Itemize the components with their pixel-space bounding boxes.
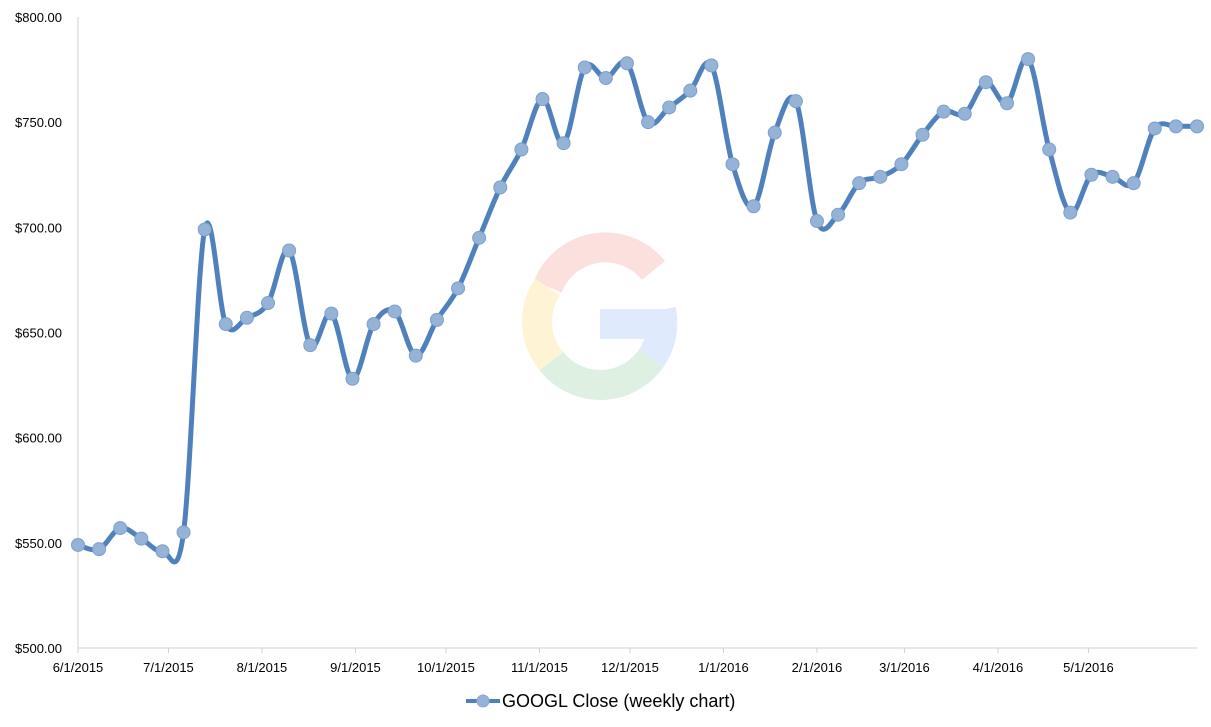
- data-point: [957, 106, 972, 121]
- data-point: [514, 142, 529, 157]
- logo-watermark: [522, 232, 678, 400]
- y-tick-label: $700.00: [15, 220, 62, 235]
- marker-group: [71, 52, 1204, 559]
- data-point: [1190, 119, 1204, 134]
- x-tick-label: 4/1/2016: [973, 660, 1024, 675]
- y-tick-label: $600.00: [15, 431, 62, 446]
- x-tick-label: 9/1/2015: [330, 660, 381, 675]
- data-point: [197, 222, 212, 237]
- data-point: [366, 317, 381, 332]
- data-point: [535, 92, 550, 107]
- x-tick-label: 10/1/2015: [417, 660, 475, 675]
- x-tick-label: 3/1/2016: [879, 660, 930, 675]
- data-point: [324, 306, 339, 321]
- data-point: [1105, 169, 1120, 184]
- data-point: [788, 94, 803, 109]
- data-point: [662, 100, 677, 115]
- x-tick-label: 11/1/2015: [511, 660, 568, 675]
- data-point: [619, 56, 634, 71]
- x-tick-marks: [77, 648, 1089, 653]
- legend-marker-swatch: [476, 694, 490, 708]
- data-point: [894, 157, 909, 172]
- data-point: [556, 136, 571, 151]
- data-point: [1147, 121, 1162, 136]
- data-point: [1042, 142, 1057, 157]
- data-point: [345, 371, 360, 386]
- data-point: [282, 243, 297, 258]
- data-point: [303, 338, 318, 353]
- data-point: [71, 537, 85, 552]
- data-point: [978, 75, 993, 90]
- data-point: [155, 544, 170, 559]
- data-point: [767, 125, 782, 140]
- data-point: [831, 207, 846, 222]
- y-tick-labels: $500.00 $550.00 $600.00 $650.00 $700.00 $750.…: [15, 10, 62, 656]
- data-point: [429, 312, 444, 327]
- data-point: [1063, 205, 1078, 220]
- data-point: [746, 199, 761, 214]
- data-point: [493, 180, 508, 195]
- data-point: [261, 296, 276, 311]
- data-point: [451, 281, 466, 296]
- data-point: [408, 348, 423, 363]
- y-tick-label: $750.00: [15, 115, 62, 130]
- x-tick-label: 5/1/2016: [1063, 660, 1114, 675]
- data-point: [852, 176, 867, 191]
- data-point: [1126, 176, 1141, 191]
- x-tick-label: 8/1/2015: [237, 660, 288, 675]
- x-tick-label: 2/1/2016: [792, 660, 843, 675]
- data-point: [641, 115, 656, 130]
- data-point: [134, 531, 149, 546]
- data-point: [113, 521, 128, 536]
- y-tick-label: $550.00: [15, 536, 62, 551]
- data-point: [472, 230, 487, 245]
- y-tick-label: $650.00: [15, 326, 62, 341]
- data-point: [92, 542, 107, 557]
- data-point: [218, 317, 233, 332]
- data-point: [809, 214, 824, 229]
- data-point: [239, 310, 254, 325]
- data-point: [999, 96, 1014, 111]
- data-point: [1021, 52, 1036, 67]
- data-point: [1084, 167, 1099, 182]
- x-tick-label: 7/1/2015: [143, 660, 194, 675]
- data-point: [704, 58, 719, 73]
- data-point: [915, 127, 930, 142]
- data-point: [683, 83, 698, 98]
- legend: GOOGL Close (weekly chart): [466, 691, 735, 711]
- data-point: [176, 525, 191, 540]
- y-tick-label: $800.00: [15, 10, 62, 25]
- y-tick-label: $500.00: [15, 641, 62, 656]
- x-tick-label: 12/1/2015: [601, 660, 659, 675]
- data-point: [577, 60, 592, 75]
- legend-label: GOOGL Close (weekly chart): [502, 691, 735, 711]
- data-point: [936, 104, 951, 119]
- data-point: [598, 71, 613, 85]
- data-point: [387, 304, 402, 319]
- x-tick-labels: 6/1/2015 7/1/2015 8/1/2015 9/1/2015 10/1/201…: [53, 660, 1114, 675]
- x-tick-label: 1/1/2016: [698, 660, 749, 675]
- data-point: [873, 169, 888, 184]
- x-tick-label: 6/1/2015: [53, 660, 104, 675]
- data-point: [1168, 119, 1183, 134]
- data-point: [725, 157, 740, 172]
